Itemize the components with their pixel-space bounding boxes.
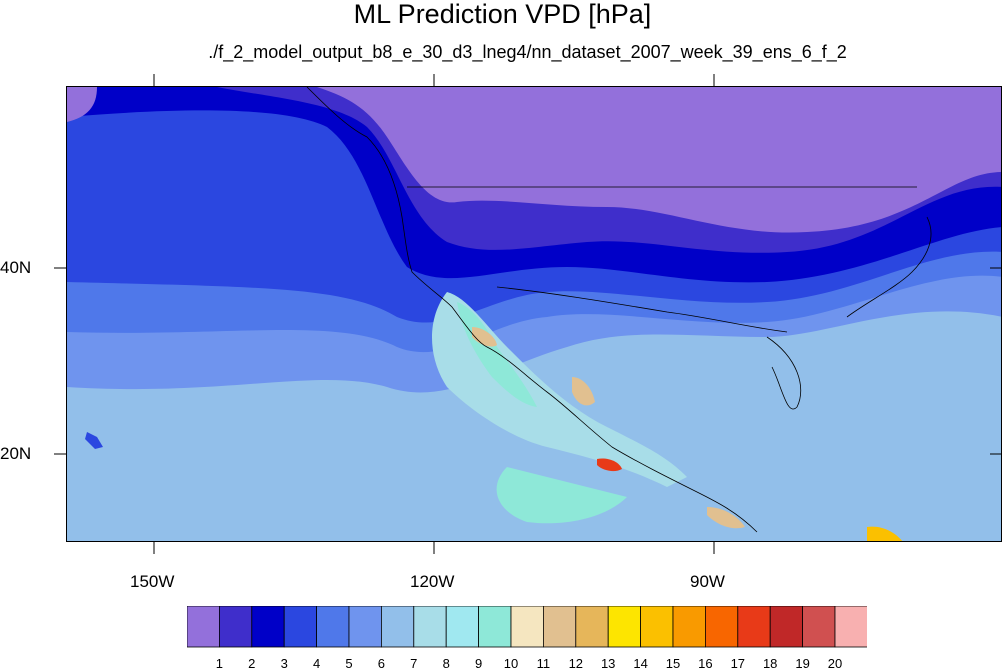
ocean-band-1 — [317, 87, 1001, 233]
baja-hot-12 — [472, 327, 497, 347]
vpd-map — [66, 86, 1002, 542]
y-tick-40n: 40N — [0, 258, 32, 277]
colorbar-swatch — [640, 606, 674, 648]
colorbar-label: 14 — [633, 656, 648, 671]
colorbar-swatch — [542, 606, 577, 648]
colorbar-swatch — [607, 606, 642, 648]
colorbar-label: 15 — [665, 656, 681, 671]
colorbar-label: 8 — [442, 656, 450, 671]
colorbar-swatch — [478, 606, 512, 648]
colorbar-swatch — [380, 606, 415, 648]
colorbar-label: 17 — [730, 656, 746, 671]
colorbar-swatch — [737, 606, 771, 648]
colorbar-label: 13 — [600, 656, 616, 671]
mexico-dry-7 — [432, 292, 687, 487]
colorbar-swatch — [705, 606, 739, 648]
colorbar-label: 18 — [762, 656, 778, 671]
colorbar-swatch — [834, 606, 867, 648]
pacific-dry-9 — [496, 467, 627, 524]
colorbar-swatch — [802, 606, 836, 648]
colorbar-swatch — [769, 606, 804, 648]
colorbar-label: 11 — [536, 656, 551, 671]
colorbar-label: 16 — [698, 656, 713, 671]
central-america-hot — [707, 507, 745, 529]
colorbar-swatch — [251, 606, 285, 648]
colorbar-label: 6 — [377, 656, 385, 671]
colorbar-swatch — [672, 606, 706, 648]
colorbar-swatch — [413, 606, 447, 648]
y-tick-20n: 20N — [0, 444, 32, 463]
mexico-hot-12 — [572, 377, 595, 406]
colorbar-label: 19 — [795, 656, 810, 671]
colorbar-swatch — [348, 606, 382, 648]
x-tick-90w: 90W — [690, 572, 725, 591]
x-tick-120w: 120W — [410, 572, 455, 591]
colorbar-label: 10 — [503, 656, 519, 671]
corner-purple — [67, 87, 97, 122]
colorbar-swatch — [283, 606, 317, 648]
colorbar-swatch — [445, 606, 480, 648]
venezuela-hotspot — [867, 526, 903, 541]
colorbar-swatch — [316, 606, 350, 648]
colorbar-label: 12 — [568, 656, 584, 671]
colorbar-swatch — [510, 606, 544, 648]
hawaii-island — [85, 432, 103, 449]
colorbar-label: 1 — [215, 656, 223, 671]
colorbar-label: 3 — [280, 656, 288, 671]
coastlines — [306, 87, 932, 533]
colorbar-label: 4 — [312, 656, 321, 671]
colorbar-label: 7 — [410, 656, 418, 671]
colorbar-swatch — [187, 606, 220, 648]
mexico-extreme-hotspot — [597, 458, 622, 472]
colorbar-swatch — [219, 606, 253, 648]
colorbar-label: 5 — [345, 656, 353, 671]
colorbar-label: 9 — [474, 656, 483, 671]
colorbar-label: 2 — [248, 656, 256, 671]
plot-title: ML Prediction VPD [hPa] — [353, 0, 652, 29]
colorbar — [187, 606, 867, 648]
colorbar-label: 20 — [827, 656, 843, 671]
plot-subtitle: ./f_2_model_output_b8_e_30_d3_lneg4/nn_d… — [208, 42, 847, 62]
x-tick-150w: 150W — [130, 572, 175, 591]
colorbar-swatch — [575, 606, 609, 648]
vpd-map-svg — [67, 87, 1001, 541]
